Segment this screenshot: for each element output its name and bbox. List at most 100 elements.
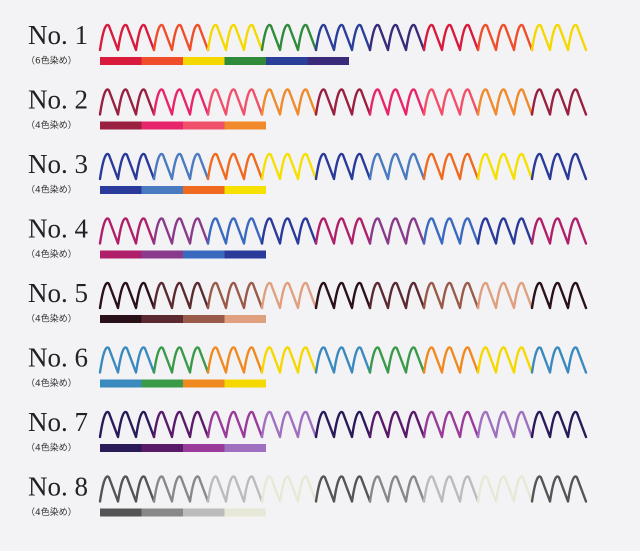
color-swatch — [100, 508, 142, 517]
thread-stitch — [260, 410, 318, 439]
thread-stitch — [476, 23, 534, 52]
product-label: No. 3 — [28, 149, 88, 179]
thread-stitch — [476, 475, 534, 503]
thread-stitch — [206, 475, 264, 503]
color-swatch — [224, 250, 266, 259]
thread-stitch — [260, 475, 318, 503]
thread-stitch — [206, 152, 264, 181]
color-swatch — [141, 186, 183, 194]
dye-note: （4色染め） — [26, 442, 77, 454]
thread-stitch — [422, 475, 480, 503]
color-swatch — [141, 57, 183, 65]
color-swatch — [141, 315, 183, 323]
thread-stitch — [314, 23, 372, 52]
thread-stitch — [260, 281, 318, 310]
thread-stitch — [206, 217, 264, 245]
color-swatch — [141, 508, 183, 517]
thread-stitch — [152, 346, 210, 374]
dye-note: （4色染め） — [26, 119, 77, 131]
color-swatch — [141, 379, 183, 388]
thread-stitch — [98, 88, 156, 116]
color-swatch — [224, 508, 266, 517]
thread-stitch — [368, 475, 426, 503]
thread-stitch — [152, 23, 210, 52]
thread-stitch — [152, 217, 210, 245]
color-swatch — [266, 57, 308, 65]
thread-stitch — [476, 410, 534, 439]
thread-stitch — [98, 475, 156, 503]
thread-stitch — [152, 475, 210, 503]
color-swatch — [224, 121, 266, 130]
thread-stitch — [314, 217, 372, 245]
color-swatch — [183, 444, 225, 452]
thread-stitch — [368, 217, 426, 245]
thread-stitch — [98, 346, 156, 374]
color-swatch — [183, 315, 225, 323]
color-swatch — [183, 57, 225, 65]
thread-stitch — [422, 346, 480, 374]
thread-stitch — [260, 88, 318, 116]
thread-stitch — [152, 152, 210, 181]
dye-note: （4色染め） — [26, 377, 77, 389]
product-label: No. 4 — [28, 214, 88, 244]
thread-stitch — [368, 88, 426, 116]
color-swatch — [141, 444, 183, 452]
thread-stitch — [314, 475, 372, 503]
color-swatch — [100, 250, 142, 259]
thread-stitch — [368, 23, 426, 52]
thread-stitch — [368, 346, 426, 374]
thread-stitch — [422, 281, 480, 310]
thread-stitch — [206, 88, 264, 116]
thread-stitch — [98, 23, 156, 52]
product-label: No. 6 — [28, 343, 88, 373]
thread-stitch — [260, 217, 318, 245]
thread-stitch — [260, 346, 318, 374]
product-label: No. 8 — [28, 472, 88, 502]
thread-stitch — [476, 88, 534, 116]
thread-stitch — [368, 410, 426, 439]
thread-stitch — [368, 281, 426, 310]
dye-note: （4色染め） — [26, 184, 77, 196]
thread-stitch — [98, 152, 156, 181]
thread-stitch — [152, 281, 210, 310]
thread-stitch — [530, 23, 588, 52]
thread-stitch — [314, 346, 372, 374]
color-swatch — [183, 121, 225, 130]
dye-note: （6色染め） — [26, 55, 77, 67]
thread-stitch — [98, 217, 156, 245]
dye-note: （4色染め） — [26, 506, 77, 518]
thread-stitch — [206, 281, 264, 310]
color-swatch — [100, 121, 142, 130]
thread-stitch — [314, 88, 372, 116]
color-swatch — [307, 57, 349, 65]
thread-stitch — [530, 281, 588, 310]
dye-note: （4色染め） — [26, 248, 77, 260]
thread-stitch — [152, 410, 210, 439]
thread-stitch — [206, 346, 264, 374]
thread-stitch — [314, 410, 372, 439]
thread-stitch — [422, 152, 480, 181]
thread-stitch — [260, 152, 318, 181]
color-swatch — [100, 315, 142, 323]
color-swatch — [100, 379, 142, 388]
thread-stitch — [206, 410, 264, 439]
thread-stitch — [530, 346, 588, 374]
thread-stitch — [422, 23, 480, 52]
thread-stitch — [422, 410, 480, 439]
thread-stitch — [152, 88, 210, 116]
color-swatch — [224, 379, 266, 388]
thread-stitch — [530, 88, 588, 116]
color-swatch — [224, 315, 266, 323]
dye-note: （4色染め） — [26, 313, 77, 325]
thread-stitch — [476, 281, 534, 310]
thread-stitch — [98, 281, 156, 310]
thread-stitch — [530, 217, 588, 245]
color-swatch — [183, 186, 225, 194]
thread-stitch — [368, 152, 426, 181]
product-label: No. 7 — [28, 407, 88, 437]
thread-stitch — [476, 152, 534, 181]
color-swatch — [224, 444, 266, 452]
color-swatch — [100, 444, 142, 452]
